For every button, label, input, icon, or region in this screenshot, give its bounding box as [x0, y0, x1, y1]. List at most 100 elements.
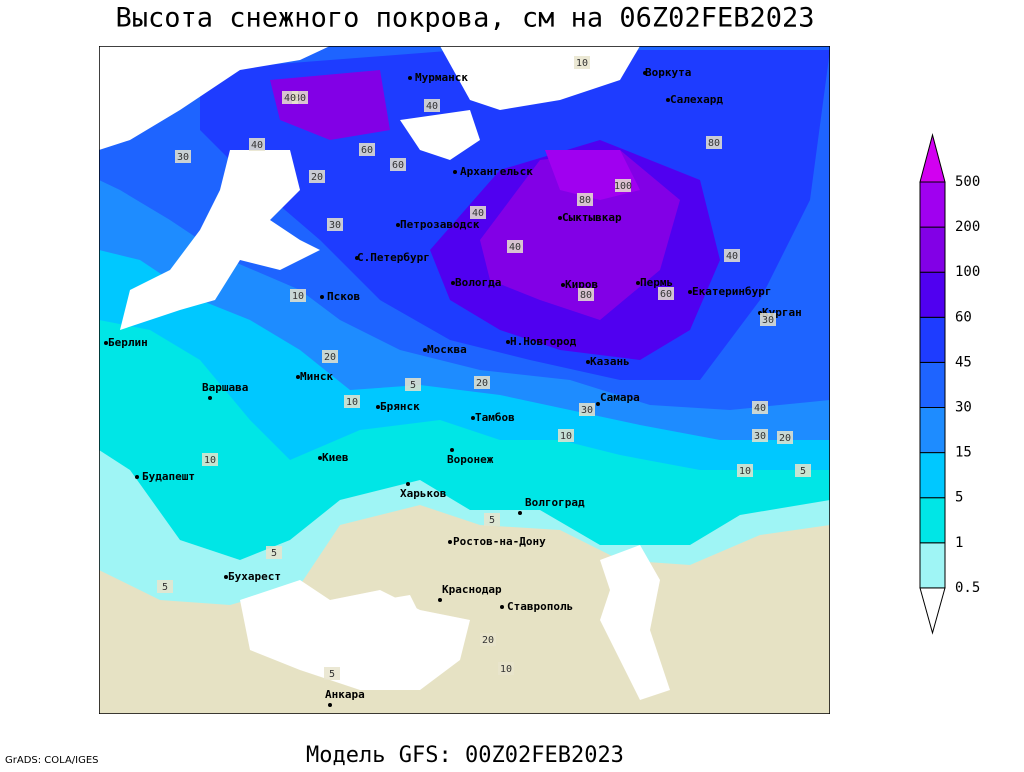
contour-label-box — [157, 580, 173, 593]
city-label: Казань — [590, 355, 630, 368]
colorbar-label: 1 — [955, 535, 963, 551]
contour-label: 10 — [346, 397, 358, 408]
city-dot — [450, 448, 454, 452]
sea — [380, 595, 420, 620]
colorbar-label: 45 — [955, 354, 972, 370]
city-label: Воркута — [645, 66, 691, 79]
city-dot — [688, 290, 692, 294]
contour-label-box — [615, 179, 631, 192]
city-dot — [518, 511, 522, 515]
contour-label-box — [266, 546, 282, 559]
contour-label-box — [498, 662, 514, 675]
colorbar-box — [919, 226, 946, 273]
contour-label: 40 — [754, 403, 766, 414]
sea — [99, 46, 330, 150]
contour-label: 10 — [204, 455, 216, 466]
city-dot — [396, 223, 400, 227]
contour-label: 5 — [329, 669, 335, 680]
city-dot — [408, 76, 412, 80]
colorbar-label: 500 — [955, 174, 980, 190]
credit: GrADS: COLA/IGES — [5, 755, 99, 766]
colorbar-label: 200 — [955, 219, 980, 235]
city-label: Бухарест — [228, 570, 281, 583]
contour-label: 80 — [579, 195, 591, 206]
city-dot — [376, 405, 380, 409]
city-label: Архангельск — [460, 165, 533, 178]
contour-label-box — [390, 158, 406, 171]
contour-label-box — [752, 429, 768, 442]
city-dot — [318, 456, 322, 460]
city-dot — [423, 348, 427, 352]
contour-label: 60 — [361, 145, 373, 156]
contour-label: 20 — [476, 378, 488, 389]
city-dot — [320, 295, 324, 299]
colorbar-box — [919, 181, 946, 228]
contour-label-box — [574, 56, 590, 69]
city-label: Варшава — [202, 381, 248, 394]
contour-label: 10 — [560, 431, 572, 442]
title: Высота снежного покрова, см на 06Z02FEB2… — [116, 3, 815, 34]
city-dot — [328, 703, 332, 707]
city-dot — [586, 360, 590, 364]
colorbar-tail — [919, 133, 946, 183]
city-label: Пермь — [640, 276, 673, 289]
colorbar-box — [919, 316, 946, 363]
city-label: Екатеринбург — [692, 285, 771, 298]
contour-label: 10 — [739, 466, 751, 477]
city-label: С.Петербург — [357, 251, 430, 264]
city-label: Петрозаводск — [400, 218, 480, 231]
colorbar-label: 30 — [955, 400, 972, 416]
contour-label: 60 — [660, 289, 672, 300]
contour-label-box — [202, 453, 218, 466]
colorbar-label: 100 — [955, 264, 980, 280]
contour-label-box — [480, 633, 496, 646]
contour-label: 80 — [294, 93, 306, 104]
city-dot — [643, 71, 647, 75]
city-dot — [406, 482, 410, 486]
colorbar-box — [919, 361, 946, 408]
contour-label-box — [507, 240, 523, 253]
contour-label: 10 — [576, 58, 588, 69]
city-label: Н.Новгород — [510, 335, 577, 348]
footer: Модель GFS: 00Z02FEB2023 — [306, 743, 624, 768]
contour-label-box — [558, 429, 574, 442]
city-dot — [296, 375, 300, 379]
city-dot — [451, 281, 455, 285]
city-label: Киров — [565, 278, 598, 291]
contour-label-box — [322, 350, 338, 363]
contour-label: 10 — [500, 664, 512, 675]
contour-label-box — [474, 376, 490, 389]
contour-label-box — [760, 313, 776, 326]
colorbar-tail — [919, 587, 946, 635]
contour-label-box — [405, 378, 421, 391]
contour-label-box — [344, 395, 360, 408]
contour-label: 20 — [779, 433, 791, 444]
contour-label-box — [470, 206, 486, 219]
colorbar-box — [919, 497, 946, 544]
contour-label: 40 — [284, 93, 296, 104]
contour-label-box — [706, 136, 722, 149]
colorbar-label: 60 — [955, 309, 972, 325]
city-label: Харьков — [400, 487, 446, 500]
city-label: Тамбов — [475, 411, 515, 424]
contour-label: 20 — [324, 352, 336, 363]
city-label: Будапешт — [142, 470, 195, 483]
city-dot — [666, 98, 670, 102]
contour-label-box — [777, 431, 793, 444]
contour-label-box — [324, 667, 340, 680]
city-label: Краснодар — [442, 583, 502, 596]
contour-label: 5 — [410, 380, 416, 391]
contour-label-box — [577, 193, 593, 206]
city-label: Брянск — [380, 400, 420, 413]
city-label: Анкара — [325, 688, 365, 701]
city-dot — [500, 605, 504, 609]
city-dot — [224, 575, 228, 579]
colorbar-label: 15 — [955, 445, 972, 461]
colorbar-box — [919, 407, 946, 454]
sea — [400, 110, 480, 160]
city-label: Ростов-на-Дону — [453, 535, 546, 548]
city-dot — [453, 170, 457, 174]
city-dot — [438, 598, 442, 602]
city-label: Берлин — [108, 336, 148, 349]
